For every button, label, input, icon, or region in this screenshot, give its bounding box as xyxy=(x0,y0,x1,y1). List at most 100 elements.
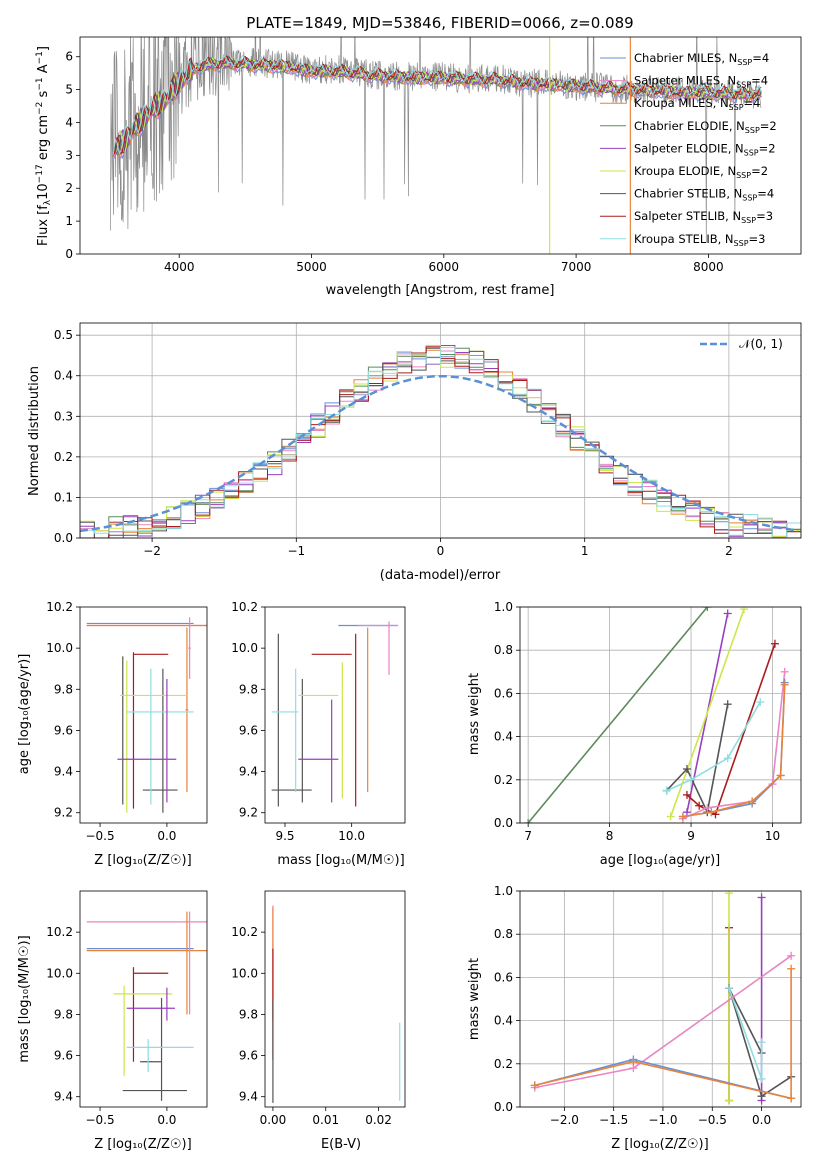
ylabel-part: −17 xyxy=(35,164,45,183)
axes-frame xyxy=(519,890,802,1108)
x-tick-label: −1 xyxy=(287,544,305,558)
weight-vs-metallicity-ylabel: mass weight xyxy=(467,958,482,1040)
x-tick-label: 2 xyxy=(725,544,733,558)
x-tick-label: 1 xyxy=(581,544,589,558)
legend-label-part: =4 xyxy=(744,96,761,110)
kroupa-stelib-model-line xyxy=(112,54,762,156)
mass-vs-ebv-axes: 0.00 0.01 0.02 9.4 9.6 9.8 10.0 10.2 xyxy=(231,890,406,1127)
y-tick-label: 9.8 xyxy=(239,682,258,696)
legend-label-part: =3 xyxy=(749,232,766,246)
y-tick-label: 10.0 xyxy=(46,641,73,655)
kroupa-miles-weight-line xyxy=(534,968,792,1100)
y-tick-label: 3 xyxy=(65,148,73,162)
y-tick-label: 4 xyxy=(65,115,73,129)
weight-point-marker xyxy=(524,819,533,823)
x-tick-label: 9 xyxy=(687,829,695,843)
y-tick-label: 9.6 xyxy=(239,1049,258,1063)
legend-label-part: Kroupa MILES, N xyxy=(634,96,729,110)
legend-entry-label: Kroupa ELODIE, NSSP=2 xyxy=(634,164,768,180)
y-tick-label: 0.8 xyxy=(494,643,513,657)
mass-vs-metallicity-panel: −0.5 0.0 9.4 9.6 9.8 10.0 10.2 Z [log₁₀(Z/Z☉)]… xyxy=(17,890,208,1152)
weight-vs-age-xlabel: age [log₁₀(age/yr)] xyxy=(600,853,721,868)
weight-vs-metallicity-panel: −2.0 −1.5 −1.0 −0.5 0.0 0.0 0.2 0.4 0.6 0.8 1.0 Z … xyxy=(467,884,802,1152)
x-tick-label: 10.0 xyxy=(338,829,365,843)
x-tick-label: 5000 xyxy=(296,260,327,274)
kroupa-stelib-weight-line xyxy=(666,701,761,792)
kroupa-miles-weight-line xyxy=(682,684,786,818)
ylabel-part: −1 xyxy=(35,77,45,90)
axes-frame xyxy=(264,606,406,824)
ylabel-part: λ xyxy=(43,199,53,205)
x-tick-label: −0.5 xyxy=(85,1113,114,1127)
chabrier-miles-weight-line xyxy=(682,682,786,818)
weight-point-marker xyxy=(770,639,779,648)
axes-frame xyxy=(79,890,208,1108)
legend-label-part: =3 xyxy=(756,209,773,223)
kroupa-elodie-weight-line xyxy=(669,608,745,817)
mass-vs-ebv-marks xyxy=(272,905,401,1103)
spectrum-ylabel: Flux [fλ10−17 erg cm−2 s−1 A−1] xyxy=(35,46,53,246)
y-tick-label: 10.0 xyxy=(231,966,258,980)
y-tick-label: 9.4 xyxy=(239,765,258,779)
y-tick-label: 0.8 xyxy=(494,927,513,941)
spectrum-panel: 4000 5000 6000 7000 8000 0 1 2 3 4 5 6 wavelength [… xyxy=(35,36,802,298)
weight-point-marker xyxy=(678,812,687,821)
y-tick-label: 0.2 xyxy=(494,773,513,787)
ylabel-part: Flux [f xyxy=(36,205,51,246)
x-tick-label: −2.0 xyxy=(550,1113,579,1127)
ylabel-part: ] xyxy=(36,46,51,51)
legend-label-part: SSP xyxy=(736,171,751,180)
y-tick-label: 10.2 xyxy=(231,925,258,939)
weight-point-marker xyxy=(757,1038,766,1047)
y-tick-label: 10.0 xyxy=(231,641,258,655)
x-tick-label: 7000 xyxy=(561,260,592,274)
legend-label-part: SSP xyxy=(734,239,749,248)
y-tick-label: 0.2 xyxy=(494,1057,513,1071)
legend-entry-label: Kroupa MILES, NSSP=4 xyxy=(634,96,760,112)
y-tick-label: 0.4 xyxy=(494,730,513,744)
mass-vs-ebv-panel: 0.00 0.01 0.02 9.4 9.6 9.8 10.0 10.2 E(B-V) xyxy=(231,890,406,1152)
legend-entry-label: Salpeter STELIB, NSSP=3 xyxy=(634,209,773,225)
y-tick-label: 9.8 xyxy=(239,1007,258,1021)
residuals-panel: −2 −1 0 1 2 0.0 0.1 0.2 0.3 0.4 0.5 (data-model)/e… xyxy=(27,322,802,583)
y-tick-label: 10.2 xyxy=(46,600,73,614)
weight-point-marker xyxy=(687,775,696,784)
mass-vs-metallicity-xlabel: Z [log₁₀(Z/Z☉)] xyxy=(94,1137,191,1152)
weight-point-marker xyxy=(723,609,732,618)
axes-frame xyxy=(264,890,406,1108)
age-vs-metallicity-xlabel: Z [log₁₀(Z/Z☉)] xyxy=(94,853,191,868)
salpeter-stelib-weight-line xyxy=(686,643,776,816)
weight-point-marker xyxy=(756,698,765,707)
weight-vs-metallicity-xlabel: Z [log₁₀(Z/Z☉)] xyxy=(611,1137,708,1152)
spectrum-marks xyxy=(110,37,762,254)
weight-point-marker xyxy=(707,808,716,817)
y-tick-label: 0.6 xyxy=(494,686,513,700)
kroupa-stelib-weight-line xyxy=(728,987,763,1080)
weight-point-marker xyxy=(666,812,675,821)
age-vs-metallicity-ylabel: age [log₁₀(age/yr)] xyxy=(17,654,32,775)
legend-label-part: SSP xyxy=(744,148,759,157)
y-tick-label: 9.6 xyxy=(54,723,73,737)
weight-vs-age-marks xyxy=(524,607,789,823)
y-tick-label: 0.0 xyxy=(54,531,73,545)
y-tick-label: 10.2 xyxy=(46,925,73,939)
legend-label-part: SSP xyxy=(736,81,751,90)
mass-vs-metallicity-marks xyxy=(86,911,207,1101)
y-tick-label: 0.6 xyxy=(494,970,513,984)
chabrier-stelib-weight-line xyxy=(728,987,763,1054)
age-vs-metallicity-panel: −0.5 0.0 9.2 9.4 9.6 9.8 10.0 10.2 Z [log₁₀(Z/Z… xyxy=(17,600,208,868)
legend-label-part: Chabrier MILES, N xyxy=(634,51,737,65)
axes-frame xyxy=(79,606,208,824)
age-vs-metallicity-axes: −0.5 0.0 9.2 9.4 9.6 9.8 10.0 10.2 xyxy=(46,600,208,843)
residuals-xlabel: (data-model)/error xyxy=(380,568,501,583)
age-vs-mass-xlabel: mass [log₁₀(M/M☉)] xyxy=(277,853,404,868)
legend-label-part: Chabrier STELIB, N xyxy=(634,187,742,201)
gaussian-legend-label: 𝒩(0, 1) xyxy=(739,337,783,351)
errorbar-point xyxy=(188,617,191,679)
y-tick-label: 9.6 xyxy=(239,723,258,737)
y-tick-label: 0.0 xyxy=(494,1100,513,1114)
y-tick-label: 5 xyxy=(65,83,73,97)
weight-point-marker xyxy=(682,790,691,799)
age-vs-metallicity-marks xyxy=(86,617,207,813)
